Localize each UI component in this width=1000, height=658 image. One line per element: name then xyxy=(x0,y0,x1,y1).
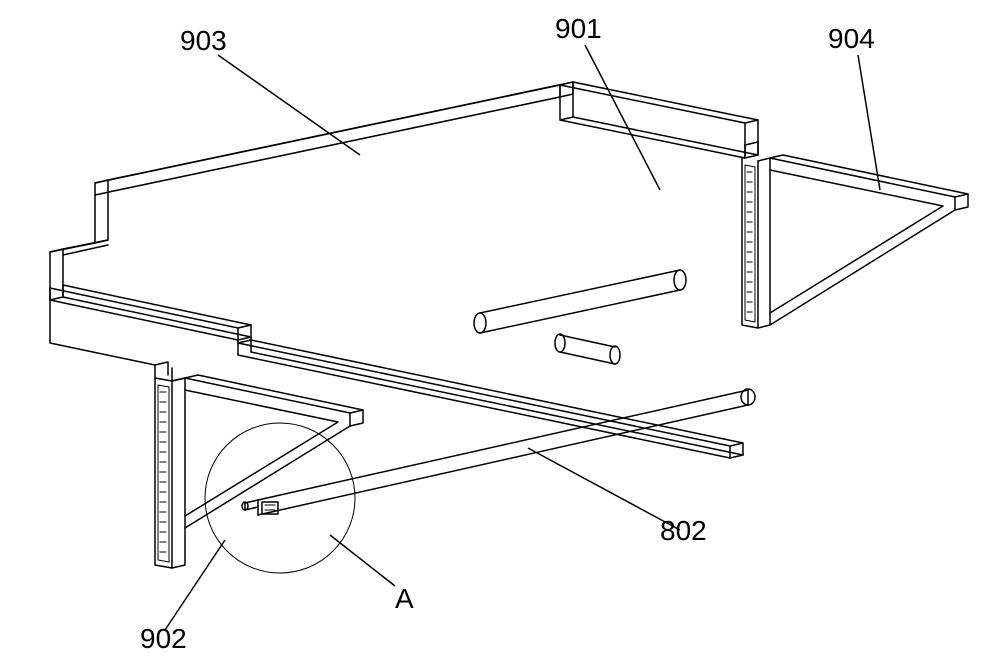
label-903: 903 xyxy=(180,25,227,56)
frame-structure xyxy=(50,82,968,568)
rear-right-post xyxy=(742,158,770,328)
front-stub-rod xyxy=(555,334,620,364)
rear-right-bracket xyxy=(770,155,968,325)
labels: 903 901 904 802 A 902 xyxy=(140,13,875,654)
horizontal-bar xyxy=(242,389,755,515)
label-802: 802 xyxy=(660,515,707,546)
rear-rod xyxy=(474,270,686,333)
label-904: 904 xyxy=(828,23,875,54)
label-A: A xyxy=(395,583,414,614)
technical-diagram: 903 901 904 802 A 902 xyxy=(0,0,1000,658)
label-901: 901 xyxy=(555,13,602,44)
leader-lines xyxy=(165,45,880,630)
front-left-post xyxy=(155,378,185,568)
label-902: 902 xyxy=(140,623,187,654)
